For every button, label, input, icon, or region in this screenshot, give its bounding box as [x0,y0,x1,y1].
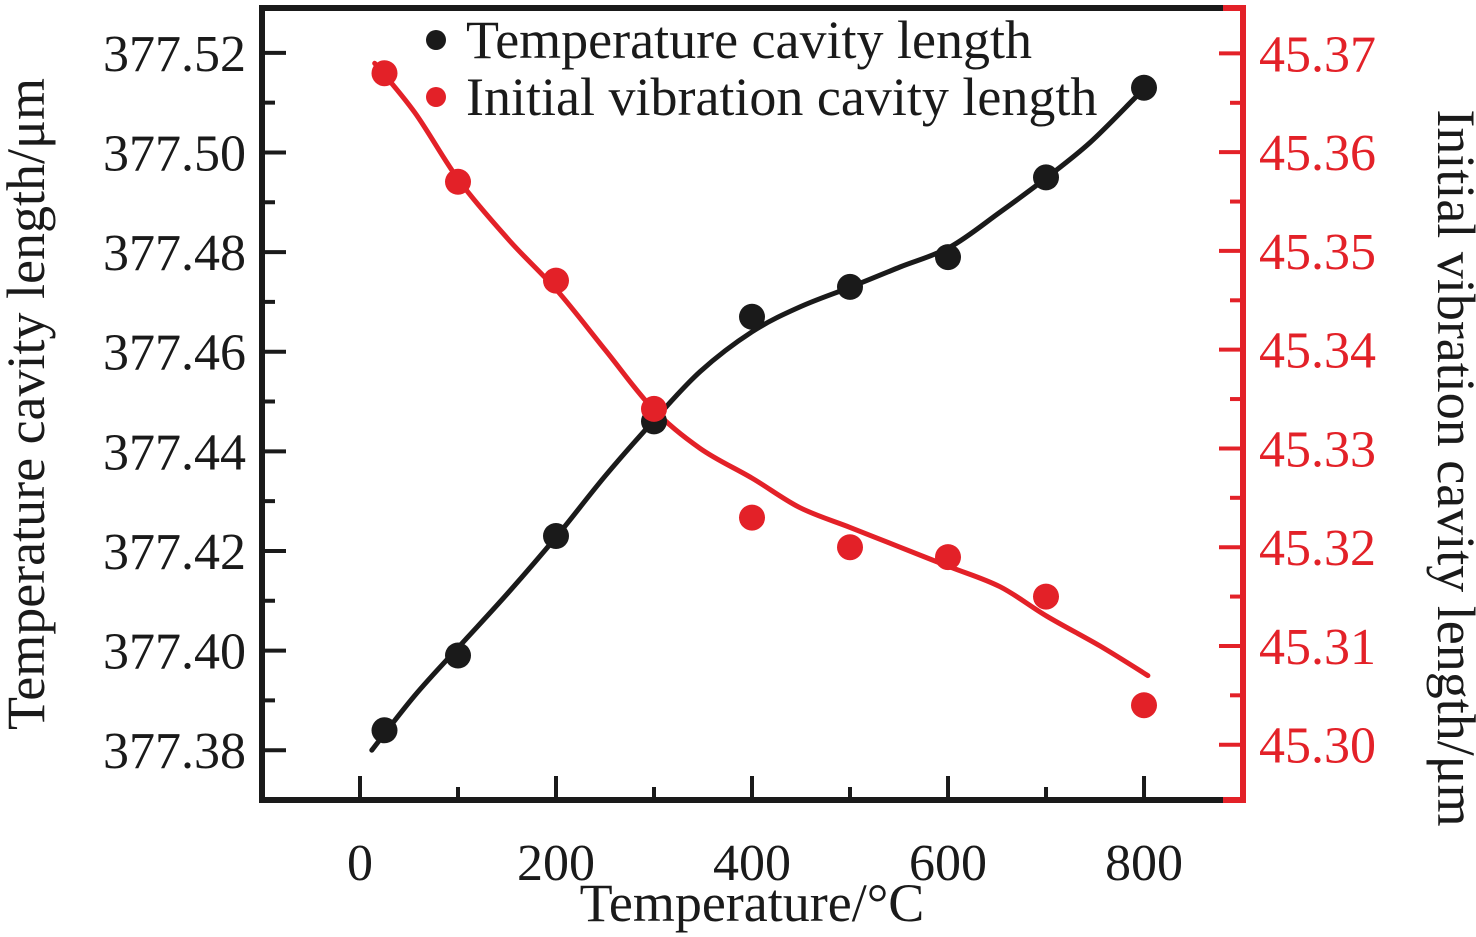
right-tick-label: 45.30 [1259,718,1376,775]
data-point-temperature [371,717,398,744]
data-point-vibration [837,534,863,561]
data-point-vibration [641,395,667,422]
left-axis-title: Temperature cavity length/μm [0,78,56,730]
legend-label-temperature: Temperature cavity length [466,10,1032,70]
data-point-vibration [1131,692,1157,719]
right-axis-title: Initial vibration cavity length/μm [1426,109,1476,826]
data-point-temperature [1033,164,1059,191]
x-axis-title: Temperature/°C [580,873,925,933]
data-point-vibration [739,504,765,531]
x-tick-label: 0 [347,835,373,892]
right-tick-label: 45.31 [1259,619,1376,676]
data-points-layer [371,60,1157,744]
tick-labels-layer: 0 200 400 600 800 377.38 377.40 377.42 377.44 377… [103,26,1376,892]
data-point-temperature [1131,74,1157,101]
right-tick-label: 45.36 [1259,125,1376,182]
left-tick-label: 377.52 [103,26,246,83]
data-point-vibration [1033,583,1059,610]
data-point-temperature [543,523,569,549]
data-point-temperature [445,642,471,669]
right-tick-label: 45.34 [1259,323,1376,380]
left-tick-label: 377.48 [103,225,246,282]
left-tick-label: 377.46 [103,325,246,382]
right-tick-label: 45.35 [1259,224,1376,281]
left-tick-label: 377.40 [103,624,246,681]
data-point-vibration [543,267,569,294]
axis-ticks-layer [262,50,1243,800]
data-point-vibration [445,168,471,195]
data-point-vibration [935,544,961,571]
left-tick-label: 377.44 [103,424,246,481]
fit-curves-layer [369,60,1151,753]
fit-curve-temperature [369,95,1138,753]
legend-marker-temperature-icon [426,30,446,50]
legend: Temperature cavity length Initial vibrat… [426,10,1097,127]
x-tick-label: 200 [517,835,595,892]
left-tick-label: 377.50 [103,125,246,182]
legend-label-vibration: Initial vibration cavity length [466,67,1097,127]
legend-marker-vibration-icon [426,87,446,107]
right-tick-label: 45.32 [1259,520,1376,577]
data-point-vibration [371,60,398,87]
x-tick-label: 600 [909,835,987,892]
data-point-temperature [739,303,765,330]
right-tick-label: 45.37 [1259,26,1376,83]
left-tick-label: 377.42 [103,524,246,581]
data-point-temperature [935,244,961,271]
left-tick-label: 377.38 [103,723,246,780]
x-tick-label: 400 [713,835,791,892]
right-tick-label: 45.33 [1259,421,1376,478]
data-point-temperature [837,273,863,300]
x-tick-label: 800 [1105,835,1183,892]
fit-curve-vibration [372,60,1151,679]
